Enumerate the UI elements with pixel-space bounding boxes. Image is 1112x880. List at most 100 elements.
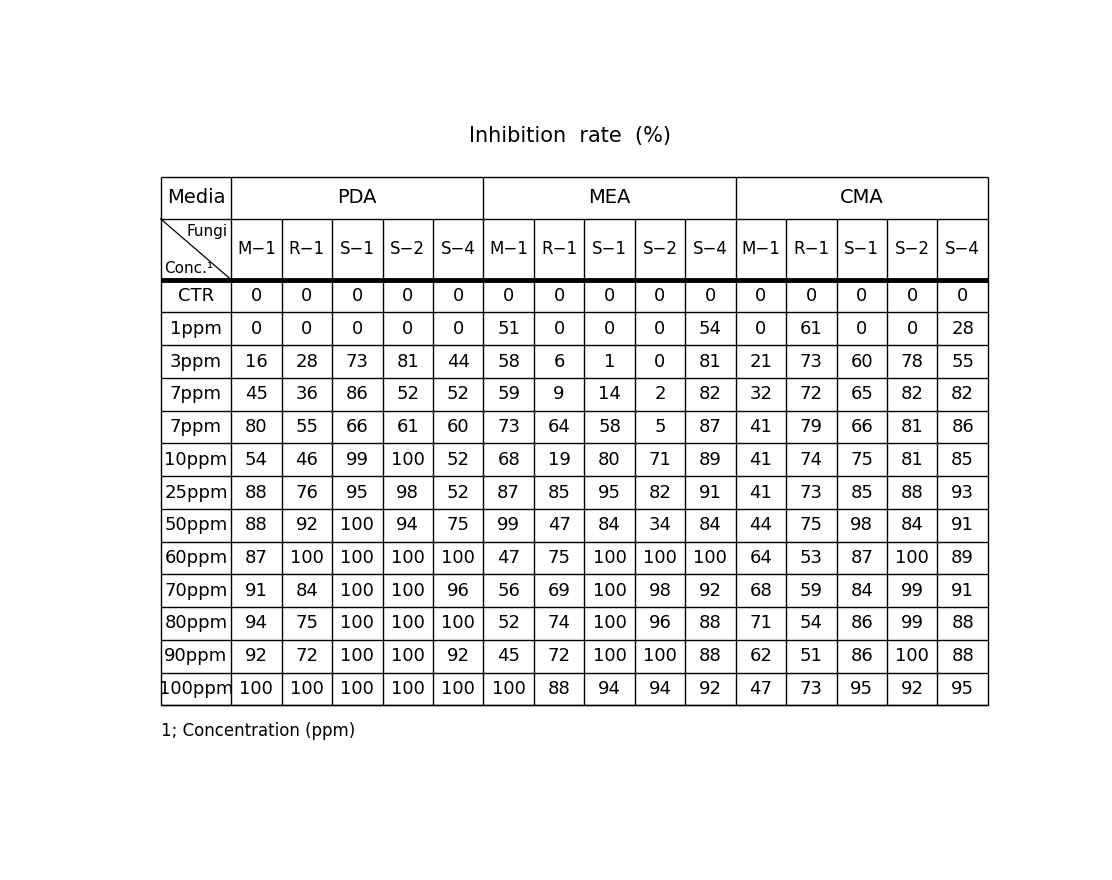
Text: 100: 100 <box>895 647 930 665</box>
Text: S−2: S−2 <box>895 240 930 258</box>
Text: 100: 100 <box>492 680 526 698</box>
Text: S−1: S−1 <box>844 240 880 258</box>
Text: 62: 62 <box>749 647 773 665</box>
Text: 60: 60 <box>447 418 469 436</box>
Text: 71: 71 <box>648 451 672 469</box>
Text: 0: 0 <box>654 287 666 305</box>
Text: 75: 75 <box>447 517 469 534</box>
Text: 19: 19 <box>548 451 570 469</box>
Text: 55: 55 <box>296 418 318 436</box>
Text: R−1: R−1 <box>289 240 325 258</box>
Text: 0: 0 <box>604 319 615 338</box>
Text: 53: 53 <box>800 549 823 567</box>
Text: 100: 100 <box>694 549 727 567</box>
Text: 0: 0 <box>705 287 716 305</box>
Text: 81: 81 <box>901 418 924 436</box>
Text: 75: 75 <box>800 517 823 534</box>
Text: 1ppm: 1ppm <box>170 319 221 338</box>
Text: Media: Media <box>167 188 225 208</box>
Text: 0: 0 <box>906 287 917 305</box>
Text: 92: 92 <box>901 680 924 698</box>
Text: 52: 52 <box>396 385 419 403</box>
Text: 88: 88 <box>951 647 974 665</box>
Text: S−1: S−1 <box>340 240 375 258</box>
Text: 84: 84 <box>296 582 318 599</box>
Text: 81: 81 <box>901 451 924 469</box>
Text: 87: 87 <box>245 549 268 567</box>
Text: 89: 89 <box>951 549 974 567</box>
Text: 98: 98 <box>648 582 672 599</box>
Text: R−1: R−1 <box>793 240 830 258</box>
Text: 3ppm: 3ppm <box>170 353 222 370</box>
Text: M−1: M−1 <box>489 240 528 258</box>
Text: 0: 0 <box>554 287 565 305</box>
Text: 0: 0 <box>251 319 262 338</box>
Text: 98: 98 <box>396 483 419 502</box>
Text: 99: 99 <box>901 614 924 633</box>
Text: 85: 85 <box>548 483 570 502</box>
Text: 0: 0 <box>755 287 766 305</box>
Text: 0: 0 <box>403 319 414 338</box>
Text: 94: 94 <box>648 680 672 698</box>
Text: 60: 60 <box>851 353 873 370</box>
Text: 32: 32 <box>749 385 773 403</box>
Text: 100: 100 <box>593 647 626 665</box>
Text: 91: 91 <box>699 483 722 502</box>
Text: 5: 5 <box>654 418 666 436</box>
Text: 88: 88 <box>699 614 722 633</box>
Text: 86: 86 <box>951 418 974 436</box>
Text: 45: 45 <box>497 647 520 665</box>
Text: 100: 100 <box>390 680 425 698</box>
Text: 0: 0 <box>957 287 969 305</box>
Text: 100: 100 <box>239 680 274 698</box>
Text: 95: 95 <box>598 483 620 502</box>
Text: R−1: R−1 <box>542 240 577 258</box>
Text: 88: 88 <box>548 680 570 698</box>
Text: 100: 100 <box>390 582 425 599</box>
Text: 86: 86 <box>851 647 873 665</box>
Text: 80: 80 <box>245 418 268 436</box>
Text: 75: 75 <box>851 451 873 469</box>
Text: 100: 100 <box>643 549 677 567</box>
Text: 91: 91 <box>245 582 268 599</box>
Text: 87: 87 <box>851 549 873 567</box>
Text: 91: 91 <box>951 582 974 599</box>
Text: 44: 44 <box>447 353 469 370</box>
Text: 21: 21 <box>749 353 773 370</box>
Text: PDA: PDA <box>338 188 377 208</box>
Text: 0: 0 <box>654 319 666 338</box>
Text: 72: 72 <box>296 647 318 665</box>
Text: 47: 47 <box>749 680 773 698</box>
Text: 61: 61 <box>396 418 419 436</box>
Text: 88: 88 <box>901 483 924 502</box>
Text: 69: 69 <box>548 582 570 599</box>
Text: 25ppm: 25ppm <box>165 483 228 502</box>
Text: 0: 0 <box>453 319 464 338</box>
Text: 92: 92 <box>296 517 318 534</box>
Text: 75: 75 <box>547 549 570 567</box>
Text: 60ppm: 60ppm <box>165 549 228 567</box>
Text: 99: 99 <box>901 582 924 599</box>
Text: 100: 100 <box>340 680 375 698</box>
Text: 59: 59 <box>497 385 520 403</box>
Text: 90ppm: 90ppm <box>165 647 228 665</box>
Text: 92: 92 <box>699 680 722 698</box>
Text: S−4: S−4 <box>693 240 728 258</box>
Text: 1; Concentration (ppm): 1; Concentration (ppm) <box>160 722 355 740</box>
Text: MEA: MEA <box>588 188 631 208</box>
Text: 80ppm: 80ppm <box>165 614 228 633</box>
Text: 7ppm: 7ppm <box>170 418 222 436</box>
Text: 73: 73 <box>800 353 823 370</box>
Text: 47: 47 <box>547 517 570 534</box>
Text: 100: 100 <box>340 647 375 665</box>
Text: 88: 88 <box>951 614 974 633</box>
Text: 44: 44 <box>749 517 773 534</box>
Text: 28: 28 <box>296 353 318 370</box>
Text: 87: 87 <box>699 418 722 436</box>
Text: 34: 34 <box>648 517 672 534</box>
Text: S−1: S−1 <box>592 240 627 258</box>
Text: 1: 1 <box>604 353 615 370</box>
Text: 93: 93 <box>951 483 974 502</box>
Text: 100: 100 <box>290 680 324 698</box>
Text: 100ppm: 100ppm <box>159 680 234 698</box>
